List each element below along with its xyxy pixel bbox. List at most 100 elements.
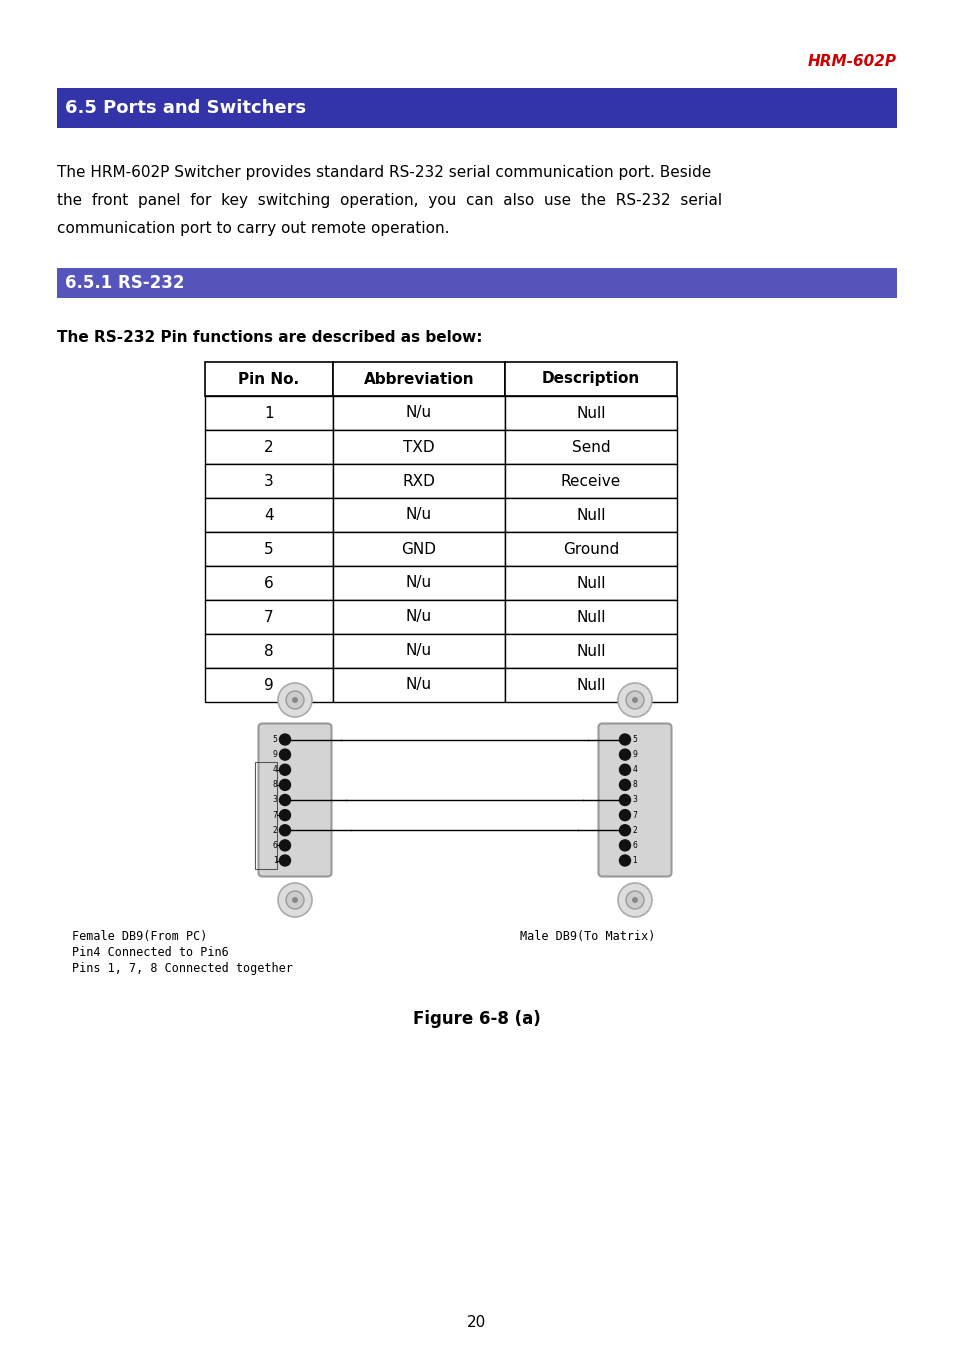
Circle shape bbox=[618, 748, 630, 761]
Circle shape bbox=[279, 840, 291, 851]
Bar bbox=[333, 600, 504, 634]
Text: Null: Null bbox=[576, 405, 605, 420]
Text: 1: 1 bbox=[632, 857, 637, 865]
Bar bbox=[333, 430, 504, 463]
Circle shape bbox=[625, 892, 643, 909]
Text: Ground: Ground bbox=[562, 542, 618, 557]
Bar bbox=[205, 566, 333, 600]
Bar bbox=[333, 566, 504, 600]
Bar bbox=[205, 499, 333, 532]
Text: Pins 1, 7, 8 Connected together: Pins 1, 7, 8 Connected together bbox=[71, 962, 293, 975]
Bar bbox=[205, 362, 333, 396]
Text: 2: 2 bbox=[273, 825, 277, 835]
Bar bbox=[57, 267, 896, 299]
Text: 5: 5 bbox=[632, 735, 637, 744]
Text: Send: Send bbox=[571, 439, 610, 454]
Text: 3: 3 bbox=[273, 796, 277, 804]
Bar bbox=[504, 396, 677, 430]
Circle shape bbox=[618, 780, 630, 790]
Bar bbox=[504, 430, 677, 463]
Text: Abbreviation: Abbreviation bbox=[363, 372, 474, 386]
Text: Null: Null bbox=[576, 609, 605, 624]
Text: N/u: N/u bbox=[406, 609, 432, 624]
Bar bbox=[205, 667, 333, 703]
Text: Pin No.: Pin No. bbox=[238, 372, 299, 386]
Text: 5: 5 bbox=[264, 542, 274, 557]
Bar bbox=[205, 532, 333, 566]
Bar bbox=[504, 566, 677, 600]
Text: 4: 4 bbox=[273, 765, 277, 774]
Bar bbox=[333, 463, 504, 499]
Text: Description: Description bbox=[541, 372, 639, 386]
Text: 9: 9 bbox=[264, 677, 274, 693]
Text: 2: 2 bbox=[632, 825, 637, 835]
Text: The RS-232 Pin functions are described as below:: The RS-232 Pin functions are described a… bbox=[57, 330, 482, 345]
Text: 7: 7 bbox=[273, 811, 277, 820]
Text: RXD: RXD bbox=[402, 473, 435, 489]
Text: N/u: N/u bbox=[406, 576, 432, 590]
Circle shape bbox=[277, 684, 312, 717]
Text: 8: 8 bbox=[264, 643, 274, 658]
Bar bbox=[205, 463, 333, 499]
Text: 1: 1 bbox=[264, 405, 274, 420]
Text: Female DB9(From PC): Female DB9(From PC) bbox=[71, 929, 207, 943]
FancyBboxPatch shape bbox=[598, 724, 671, 877]
Text: 2: 2 bbox=[264, 439, 274, 454]
Circle shape bbox=[279, 748, 291, 761]
Text: Null: Null bbox=[576, 677, 605, 693]
Circle shape bbox=[631, 897, 638, 902]
Text: Pin4 Connected to Pin6: Pin4 Connected to Pin6 bbox=[71, 946, 229, 959]
Text: 5: 5 bbox=[273, 735, 277, 744]
Bar bbox=[205, 396, 333, 430]
Bar bbox=[333, 667, 504, 703]
Text: 6.5.1 RS-232: 6.5.1 RS-232 bbox=[65, 274, 184, 292]
Text: The HRM-602P Switcher provides standard RS-232 serial communication port. Beside: The HRM-602P Switcher provides standard … bbox=[57, 165, 711, 180]
Bar bbox=[504, 634, 677, 667]
Text: the  front  panel  for  key  switching  operation,  you  can  also  use  the  RS: the front panel for key switching operat… bbox=[57, 193, 721, 208]
Text: Null: Null bbox=[576, 643, 605, 658]
Text: communication port to carry out remote operation.: communication port to carry out remote o… bbox=[57, 222, 449, 236]
Circle shape bbox=[279, 794, 291, 805]
Circle shape bbox=[279, 780, 291, 790]
Bar bbox=[205, 430, 333, 463]
Circle shape bbox=[618, 840, 630, 851]
Bar bbox=[333, 362, 504, 396]
Circle shape bbox=[279, 765, 291, 775]
Circle shape bbox=[279, 824, 291, 836]
Circle shape bbox=[286, 690, 304, 709]
Circle shape bbox=[277, 884, 312, 917]
Circle shape bbox=[618, 884, 651, 917]
Bar bbox=[504, 499, 677, 532]
Text: Figure 6-8 (a): Figure 6-8 (a) bbox=[413, 1011, 540, 1028]
Circle shape bbox=[279, 855, 291, 866]
Text: HRM-602P: HRM-602P bbox=[807, 54, 896, 69]
Circle shape bbox=[618, 824, 630, 836]
Text: 3: 3 bbox=[632, 796, 637, 804]
Text: N/u: N/u bbox=[406, 508, 432, 523]
Text: N/u: N/u bbox=[406, 677, 432, 693]
Circle shape bbox=[618, 855, 630, 866]
Bar bbox=[504, 667, 677, 703]
Circle shape bbox=[618, 765, 630, 775]
Bar bbox=[333, 532, 504, 566]
Text: 20: 20 bbox=[467, 1315, 486, 1329]
Text: N/u: N/u bbox=[406, 405, 432, 420]
Circle shape bbox=[618, 734, 630, 744]
Bar bbox=[504, 362, 677, 396]
Text: 6: 6 bbox=[264, 576, 274, 590]
Circle shape bbox=[286, 892, 304, 909]
Circle shape bbox=[618, 794, 630, 805]
Text: 4: 4 bbox=[632, 765, 637, 774]
Text: 8: 8 bbox=[632, 781, 637, 789]
Bar bbox=[57, 88, 896, 128]
Text: 6: 6 bbox=[632, 840, 637, 850]
Bar bbox=[504, 532, 677, 566]
Circle shape bbox=[631, 697, 638, 703]
Circle shape bbox=[625, 690, 643, 709]
Bar bbox=[205, 634, 333, 667]
FancyBboxPatch shape bbox=[258, 724, 331, 877]
Text: 8: 8 bbox=[273, 781, 277, 789]
Bar bbox=[254, 762, 276, 869]
Text: 6: 6 bbox=[273, 840, 277, 850]
Text: Null: Null bbox=[576, 576, 605, 590]
